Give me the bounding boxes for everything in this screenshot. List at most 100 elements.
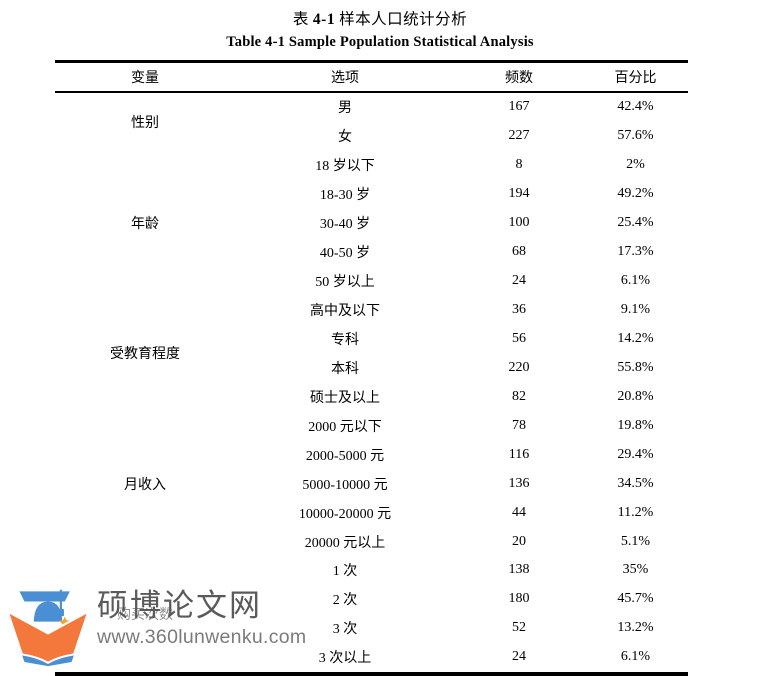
table-row: 5000-10000 元 136 34.5% [55, 469, 688, 498]
watermark-text: 硕博论文网 www.360lunwenku.com [97, 581, 306, 649]
frequency-cell: 116 [508, 446, 530, 462]
option-cell: 本科 [331, 361, 359, 377]
header-percentage: 百分比 [583, 61, 688, 93]
frequency-cell: 24 [512, 273, 526, 289]
header-option: 选项 [235, 61, 455, 93]
option-cell: 40-50 岁 [319, 246, 371, 262]
watermark-site-name: 硕博论文网 [97, 588, 262, 623]
frequency-cell: 24 [512, 649, 526, 665]
frequency-cell: 78 [512, 417, 526, 433]
table-row: 50 岁以上 24 6.1% [55, 267, 688, 296]
table-row: 10000-20000 元 44 11.2% [55, 498, 688, 527]
variable-cell: 受教育程度 [110, 347, 180, 363]
percentage-cell: 6.1% [620, 273, 651, 289]
frequency-cell: 227 [508, 128, 530, 144]
option-cell: 3 次 [332, 622, 358, 638]
site-watermark: 硕博论文网 www.360lunwenku.com [6, 581, 306, 669]
table-row: 性别 男 167 42.4% [55, 92, 688, 130]
frequency-cell: 56 [512, 330, 526, 346]
option-cell: 20000 元以上 [304, 535, 386, 551]
option-cell: 18-30 岁 [319, 188, 371, 204]
percentage-cell: 45.7% [617, 591, 654, 607]
percentage-cell: 42.4% [617, 99, 654, 115]
percentage-cell: 19.8% [617, 417, 654, 433]
table-title-zh-suffix: 样本人口统计分析 [339, 11, 468, 28]
percentage-cell: 35% [622, 562, 649, 578]
percentage-cell: 29.4% [617, 446, 654, 462]
option-cell: 2000-5000 元 [305, 448, 385, 464]
table-row: 受教育程度 高中及以下 36 9.1% [55, 296, 688, 362]
frequency-cell: 138 [508, 562, 530, 578]
percentage-cell: 5.1% [620, 533, 651, 549]
option-cell: 高中及以下 [310, 304, 380, 320]
percentage-cell: 14.2% [617, 330, 654, 346]
table-row: 年龄 18 岁以下 8 2% [55, 151, 688, 232]
table-row: 3 次 52 13.2% [55, 614, 688, 643]
option-cell: 专科 [331, 332, 359, 348]
table-row: 女 227 57.6% [55, 122, 688, 151]
frequency-cell: 8 [515, 157, 523, 173]
percentage-cell: 2% [626, 157, 645, 173]
option-cell: 1 次 [332, 564, 358, 580]
frequency-cell: 220 [508, 359, 530, 375]
table-row: 20000 元以上 20 5.1% [55, 527, 688, 556]
percentage-cell: 49.2% [617, 186, 654, 202]
variable-cell: 性别 [131, 115, 159, 131]
table-header-row: 变量 选项 频数 百分比 [55, 61, 688, 93]
table-row: 2 次 180 45.7% [55, 585, 688, 614]
option-cell: 2 次 [332, 593, 358, 609]
frequency-cell: 167 [508, 99, 530, 115]
header-variable: 变量 [55, 61, 235, 93]
table-row: 2000-5000 元 116 29.4% [55, 440, 688, 469]
percentage-cell: 6.1% [620, 649, 651, 665]
table-title-en: Table 4-1 Sample Population Statistical … [226, 34, 534, 50]
table-row: 本科 220 55.8% [55, 353, 688, 382]
percentage-cell: 17.3% [617, 244, 654, 260]
table-row: 3 次以上 24 6.1% [55, 643, 688, 674]
option-cell: 3 次以上 [318, 651, 372, 667]
frequency-cell: 180 [508, 591, 530, 607]
table-row: 专科 56 14.2% [55, 325, 688, 354]
frequency-cell: 194 [508, 186, 530, 202]
option-cell: 女 [338, 130, 352, 146]
option-cell: 30-40 岁 [319, 217, 371, 233]
frequency-cell: 36 [512, 302, 526, 318]
percentage-cell: 57.6% [617, 128, 654, 144]
percentage-cell: 20.8% [617, 388, 654, 404]
table-title-zh: 表 4-1 样本人口统计分析 [0, 7, 760, 29]
table-row: 18-30 岁 194 49.2% [55, 180, 688, 209]
table-title-zh-number: 4-1 [312, 11, 336, 28]
table-row: 月收入 2000 元以下 78 19.8% [55, 411, 688, 493]
percentage-cell: 13.2% [617, 620, 654, 636]
option-cell: 硕士及以上 [310, 390, 380, 406]
header-frequency: 频数 [455, 61, 583, 93]
frequency-cell: 136 [508, 475, 530, 491]
table-row: 购买次数 1 次 138 35% [55, 556, 688, 622]
frequency-cell: 82 [512, 388, 526, 404]
frequency-cell: 44 [512, 504, 526, 520]
variable-cell: 购买次数 [117, 607, 173, 623]
percentage-cell: 25.4% [617, 215, 654, 231]
frequency-cell: 52 [512, 620, 526, 636]
table-row: 30-40 岁 100 25.4% [55, 209, 688, 238]
percentage-cell: 55.8% [617, 359, 654, 375]
frequency-cell: 68 [512, 244, 526, 260]
option-cell: 18 岁以下 [315, 159, 375, 175]
frequency-cell: 100 [508, 215, 530, 231]
option-cell: 2000 元以下 [308, 419, 382, 435]
variable-cell: 月收入 [124, 477, 166, 493]
percentage-cell: 34.5% [617, 475, 654, 491]
option-cell: 5000-10000 元 [302, 477, 388, 493]
variable-cell: 年龄 [131, 217, 159, 233]
option-cell: 男 [338, 101, 352, 117]
watermark-site-url: www.360lunwenku.com [97, 625, 307, 648]
percentage-cell: 11.2% [617, 504, 654, 520]
graduation-cap-book-icon [6, 589, 90, 667]
frequency-cell: 20 [512, 533, 526, 549]
statistics-table: 变量 选项 频数 百分比 性别 男 167 42.4% 女 227 57.6% … [55, 60, 688, 676]
option-cell: 10000-20000 元 [298, 506, 392, 522]
option-cell: 50 岁以上 [315, 275, 375, 291]
table-row: 40-50 岁 68 17.3% [55, 238, 688, 267]
table-title-zh-prefix: 表 [292, 11, 309, 28]
